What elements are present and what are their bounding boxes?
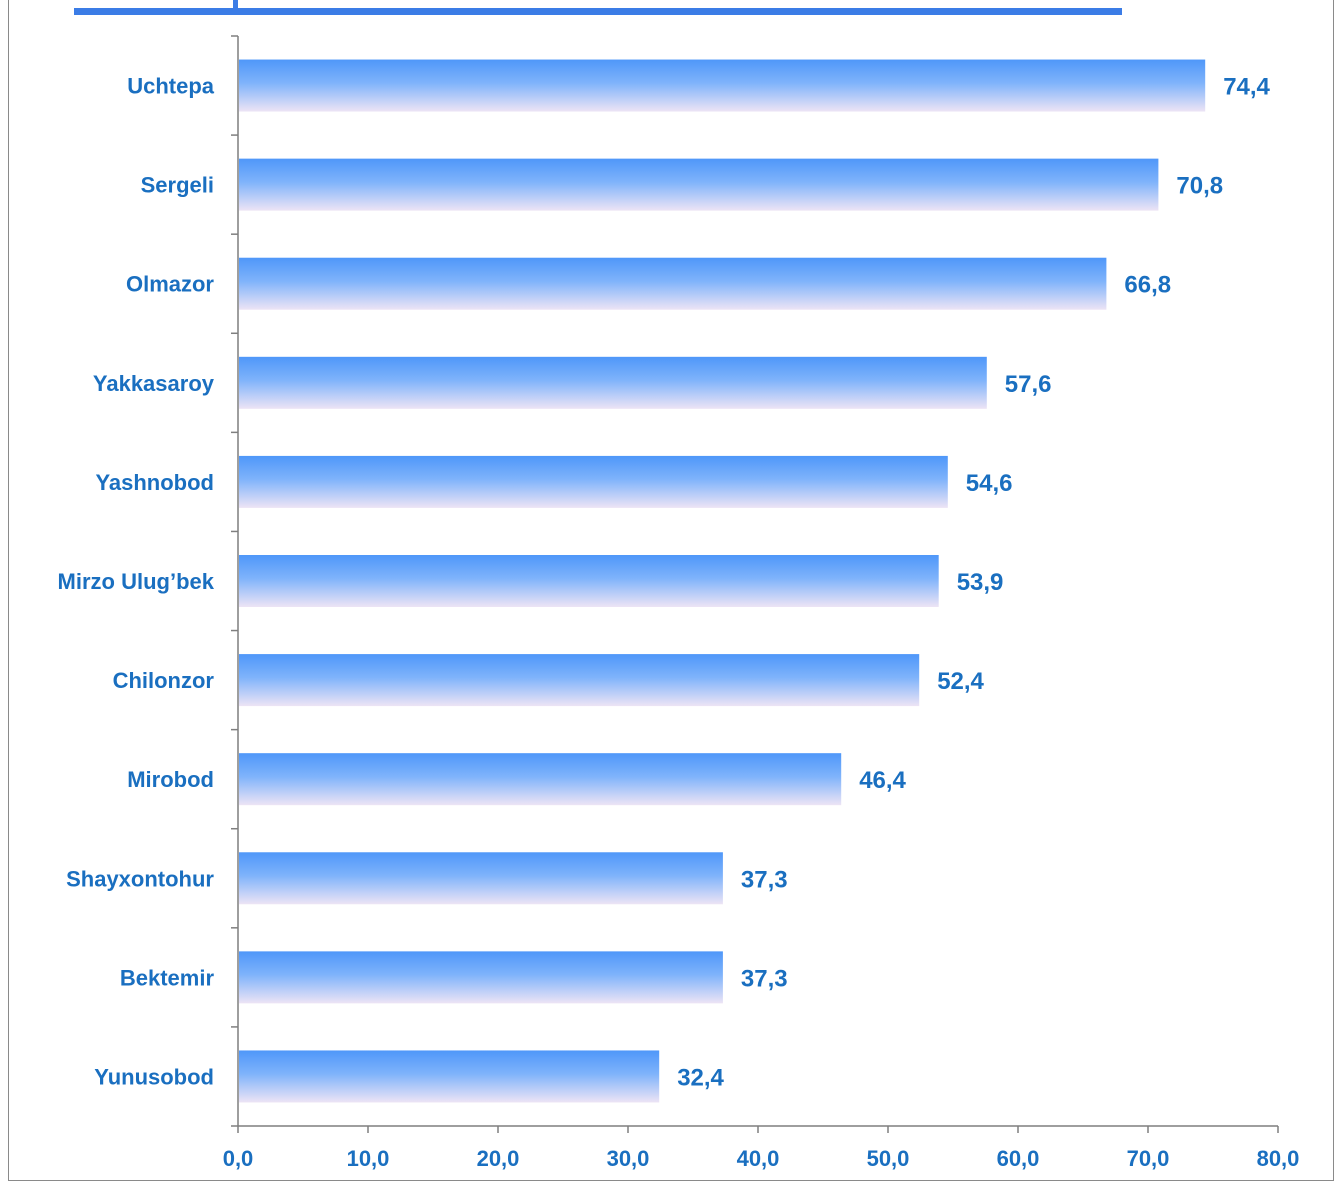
x-tick-label: 30,0 — [607, 1146, 650, 1171]
bar — [239, 1050, 660, 1103]
category-label: Bektemir — [120, 965, 215, 990]
labels: 0,0 10,0 20,0 30,0 40,0 50,0 60,0 70,0 80,0 Uchte… — [58, 74, 1300, 1171]
data-label: 37,3 — [741, 866, 788, 893]
category-label: Chilonzor — [113, 668, 215, 693]
bar — [239, 951, 723, 1004]
header-accent-tick — [233, 0, 238, 15]
category-label: Uchtepa — [127, 74, 215, 99]
x-tick-label: 50,0 — [867, 1146, 910, 1171]
data-label: 66,8 — [1124, 272, 1171, 299]
data-label: 53,9 — [957, 569, 1004, 596]
x-tick-label: 60,0 — [997, 1146, 1040, 1171]
bar — [239, 852, 723, 905]
x-tick-label: 10,0 — [347, 1146, 390, 1171]
x-tick-label: 0,0 — [223, 1146, 254, 1171]
bar — [239, 59, 1206, 112]
data-label: 57,6 — [1005, 371, 1052, 398]
bar — [239, 257, 1107, 310]
x-tick-label: 80,0 — [1257, 1146, 1300, 1171]
category-label: Mirobod — [127, 767, 214, 792]
x-tick-label: 40,0 — [737, 1146, 780, 1171]
bar — [239, 158, 1159, 211]
data-label: 74,4 — [1223, 74, 1270, 101]
axes — [231, 35, 1279, 1133]
category-label: Shayxontohur — [66, 866, 214, 891]
chart-frame — [8, 0, 1334, 1181]
bar — [239, 455, 948, 508]
x-tick-label: 20,0 — [477, 1146, 520, 1171]
category-label: Yashnobod — [95, 470, 214, 495]
category-label: Yakkasaroy — [93, 371, 215, 396]
bar — [239, 555, 939, 607]
data-label: 46,4 — [859, 767, 906, 794]
category-label: Mirzo Ulug’bek — [58, 569, 215, 594]
header-accent-bar — [74, 8, 1122, 15]
data-label: 70,8 — [1176, 173, 1223, 200]
data-label: 37,3 — [741, 965, 788, 992]
data-label: 52,4 — [937, 668, 984, 695]
bar — [239, 356, 987, 409]
bar — [239, 654, 920, 707]
data-label: 32,4 — [677, 1064, 724, 1091]
category-label: Sergeli — [141, 173, 214, 198]
x-tick-label: 70,0 — [1127, 1146, 1170, 1171]
category-label: Yunusobod — [94, 1064, 214, 1089]
category-label: Olmazor — [126, 272, 214, 297]
bars — [239, 59, 1206, 1103]
bar — [239, 753, 842, 806]
data-label: 54,6 — [966, 470, 1013, 497]
